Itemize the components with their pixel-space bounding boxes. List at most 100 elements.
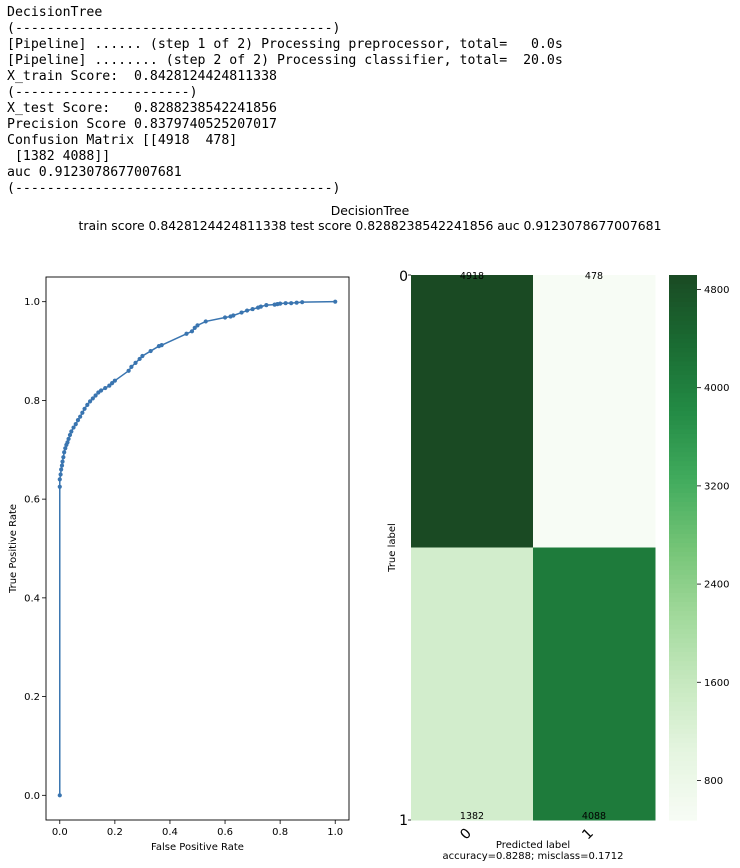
colorbar-segment <box>669 343 697 349</box>
colorbar-segment <box>669 411 697 417</box>
confusion-row-label: 1 <box>399 813 408 829</box>
colorbar-segment <box>669 611 697 617</box>
roc-x-tick-label: 0.0 <box>52 827 68 838</box>
colorbar-tick-label: 4000 <box>704 383 729 394</box>
colorbar-segment <box>669 470 697 476</box>
console-line: DecisionTree <box>7 5 103 20</box>
colorbar-segment <box>669 415 697 421</box>
colorbar-segment <box>669 715 697 721</box>
colorbar-segment <box>669 606 697 612</box>
roc-curve-point <box>98 388 104 393</box>
colorbar-segment <box>669 456 697 462</box>
colorbar-segment <box>669 479 697 485</box>
roc-y-axis-label: True Positive Rate <box>8 504 19 594</box>
colorbar-segment <box>669 738 697 744</box>
confusion-cell <box>533 547 656 821</box>
roc-curve-point <box>294 300 299 305</box>
colorbar-segment <box>669 683 697 689</box>
colorbar-segment <box>669 302 697 308</box>
colorbar-segment <box>669 529 697 535</box>
roc-curve-point <box>126 368 131 373</box>
roc-curve-point <box>75 418 81 423</box>
colorbar-segment <box>669 565 697 571</box>
colorbar-segment <box>669 356 697 362</box>
colorbar-segment <box>669 533 697 540</box>
colorbar-segment <box>669 443 697 449</box>
roc-curve-point <box>90 396 95 401</box>
colorbar-segment <box>669 515 697 521</box>
colorbar-segment <box>669 701 697 708</box>
colorbar-segment <box>669 583 697 589</box>
colorbar-tick-label: 3200 <box>704 481 729 492</box>
confusion-col-label: 1 <box>579 826 597 844</box>
colorbar-segment <box>669 370 697 376</box>
colorbar-segment <box>669 379 697 385</box>
colorbar-segment <box>669 674 697 680</box>
colorbar-segment <box>669 297 697 303</box>
roc-curve-point <box>148 348 153 354</box>
colorbar-segment <box>669 561 697 567</box>
colorbar-segment <box>669 506 697 512</box>
console-line: Confusion Matrix [[4918 478] <box>7 133 238 148</box>
confusion-x-axis-label: Predicted label <box>496 840 570 851</box>
roc-curve-point <box>192 325 197 330</box>
colorbar-segment <box>669 774 697 780</box>
colorbar-segment <box>669 661 697 667</box>
roc-curve-point <box>87 399 93 404</box>
colorbar-segment <box>669 665 697 671</box>
colorbar-segment <box>669 483 697 490</box>
colorbar-segment <box>669 275 697 281</box>
colorbar-segment <box>669 474 697 480</box>
roc-curve-point <box>133 360 138 365</box>
confusion-y-axis-label: True label <box>387 523 398 573</box>
colorbar-segment <box>669 756 697 762</box>
roc-curve-point <box>67 432 73 438</box>
roc-curve-point <box>85 402 90 407</box>
colorbar-segment <box>669 520 697 526</box>
colorbar-segment <box>669 547 697 553</box>
confusion-cell-value: 4088 <box>582 811 606 822</box>
roc-axes-frame <box>45 276 350 821</box>
colorbar-segment <box>669 656 697 662</box>
colorbar-segment <box>669 542 697 549</box>
console-line: (----------------------) <box>7 85 198 100</box>
roc-x-tick-label: 0.8 <box>272 827 288 838</box>
colorbar-tick-label: 4800 <box>704 285 729 296</box>
roc-curve-point <box>333 299 338 304</box>
console-line: (---------------------------------------… <box>7 181 341 196</box>
roc-curve-point <box>258 304 263 309</box>
colorbar-segment <box>669 502 697 508</box>
confusion-col-label: 0 <box>457 826 475 844</box>
colorbar-segment <box>669 420 697 426</box>
colorbar-segment <box>669 624 697 630</box>
roc-y-tick-label: 0.2 <box>24 692 40 703</box>
roc-curve-point <box>222 315 228 320</box>
colorbar-segment <box>669 324 697 331</box>
colorbar-segment <box>669 352 697 358</box>
console-line: auc 0.9123078677007681 <box>7 165 182 180</box>
colorbar-segment <box>669 592 697 599</box>
roc-x-tick-label: 0.2 <box>107 827 123 838</box>
colorbar-segment <box>669 770 697 776</box>
roc-curve-point <box>184 331 189 336</box>
colorbar-segment <box>669 374 697 381</box>
colorbar-segment <box>669 433 697 440</box>
colorbar-segment <box>669 815 697 821</box>
confusion-row-label: 0 <box>399 269 408 285</box>
colorbar-segment <box>669 697 697 703</box>
roc-y-tick-label: 0.4 <box>24 593 40 604</box>
colorbar-segment <box>669 602 697 608</box>
roc-curve-point <box>58 472 63 477</box>
roc-curve-point <box>231 313 236 318</box>
colorbar-segment <box>669 288 697 294</box>
roc-y-tick-label: 1.0 <box>24 297 40 308</box>
colorbar-segment <box>669 797 697 803</box>
roc-curve-point <box>107 383 112 388</box>
colorbar-segment <box>669 788 697 794</box>
roc-curve-point <box>59 467 64 472</box>
colorbar-segment <box>669 729 697 735</box>
figure-subtitle: train score 0.8428124424811338 test scor… <box>78 218 662 233</box>
colorbar-segment <box>669 642 697 649</box>
colorbar-segment <box>669 538 697 544</box>
colorbar-segment <box>669 597 697 603</box>
